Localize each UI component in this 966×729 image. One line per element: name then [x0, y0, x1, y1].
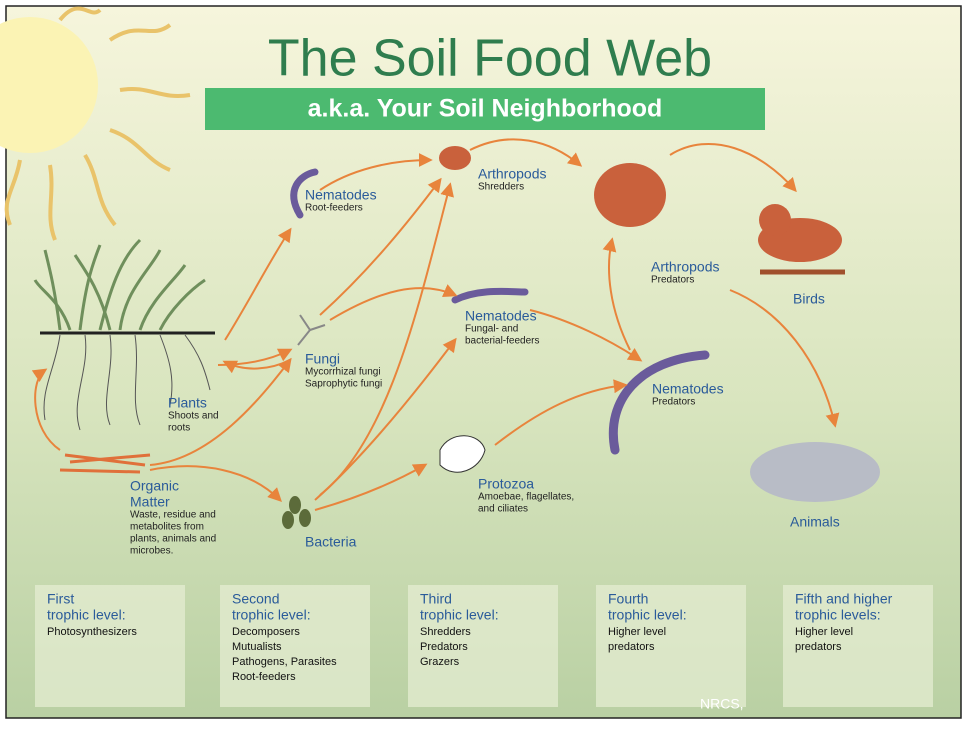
- diagram: The Soil Food Web a.k.a. Your Soil Neigh…: [0, 0, 966, 724]
- node-label: Bacteria: [305, 534, 357, 550]
- node-label: Matter: [130, 494, 170, 510]
- node-description: Root-feeders: [305, 203, 363, 214]
- subtitle: a.k.a. Your Soil Neighborhood: [308, 95, 663, 123]
- trophic-item: Shredders: [420, 626, 471, 638]
- trophic-item: Grazers: [420, 656, 460, 668]
- trophic-title: trophic level:: [420, 607, 499, 623]
- node-description: Mycorrhizal fungi: [305, 367, 381, 378]
- node-description: Amoebae, flagellates,: [478, 492, 574, 503]
- node-label: Arthropods: [478, 166, 546, 182]
- node-description: Fungal- and: [465, 324, 518, 335]
- trophic-title: Second: [232, 591, 279, 607]
- trophic-item: Decomposers: [232, 626, 300, 638]
- trophic-title: First: [47, 591, 74, 607]
- node-label: Arthropods: [651, 259, 719, 275]
- trophic-item: Higher level: [795, 626, 853, 638]
- trophic-item: predators: [608, 641, 655, 653]
- trophic-item: Higher level: [608, 626, 666, 638]
- trophic-item: Root-feeders: [232, 671, 296, 683]
- node-label: Birds: [793, 291, 825, 307]
- node-label: Animals: [790, 514, 840, 530]
- node-description: Shoots and: [168, 411, 219, 422]
- node-label: Nematodes: [652, 381, 724, 397]
- trophic-title: trophic level:: [232, 607, 311, 623]
- trophic-item: Pathogens, Parasites: [232, 656, 337, 668]
- trophic-title: trophic level:: [47, 607, 126, 623]
- trophic-item: Mutualists: [232, 641, 282, 653]
- arthropod-illustration: [439, 146, 471, 170]
- credit: NRCS,: [700, 696, 744, 712]
- title: The Soil Food Web: [268, 30, 712, 88]
- node-description: microbes.: [130, 546, 173, 557]
- trophic-item: Predators: [420, 641, 468, 653]
- node-label: Protozoa: [478, 476, 534, 492]
- trophic-title: Fifth and higher: [795, 591, 893, 607]
- node-label: Nematodes: [465, 308, 537, 324]
- node-description: Saprophytic fungi: [305, 379, 382, 390]
- trophic-item: Photosynthesizers: [47, 626, 137, 638]
- trophic-title: Third: [420, 591, 452, 607]
- node-label: Fungi: [305, 351, 340, 367]
- arthropod-illustration: [594, 163, 666, 227]
- node-description: and ciliates: [478, 504, 528, 515]
- trophic-item: predators: [795, 641, 842, 653]
- trophic-title: trophic level:: [608, 607, 687, 623]
- node-description: Shredders: [478, 182, 524, 193]
- node-description: bacterial-feeders: [465, 336, 539, 347]
- node-description: plants, animals and: [130, 534, 216, 545]
- animal-illustration: [750, 442, 880, 502]
- node-description: roots: [168, 423, 190, 434]
- trophic-title: Fourth: [608, 591, 648, 607]
- node-description: Waste, residue and: [130, 510, 216, 521]
- node-description: metabolites from: [130, 522, 204, 533]
- node-label: Organic: [130, 478, 179, 494]
- node-description: Predators: [651, 275, 694, 286]
- node-description: Predators: [652, 397, 695, 408]
- trophic-title: trophic levels:: [795, 607, 881, 623]
- node-label: Plants: [168, 395, 207, 411]
- node-label: Nematodes: [305, 187, 377, 203]
